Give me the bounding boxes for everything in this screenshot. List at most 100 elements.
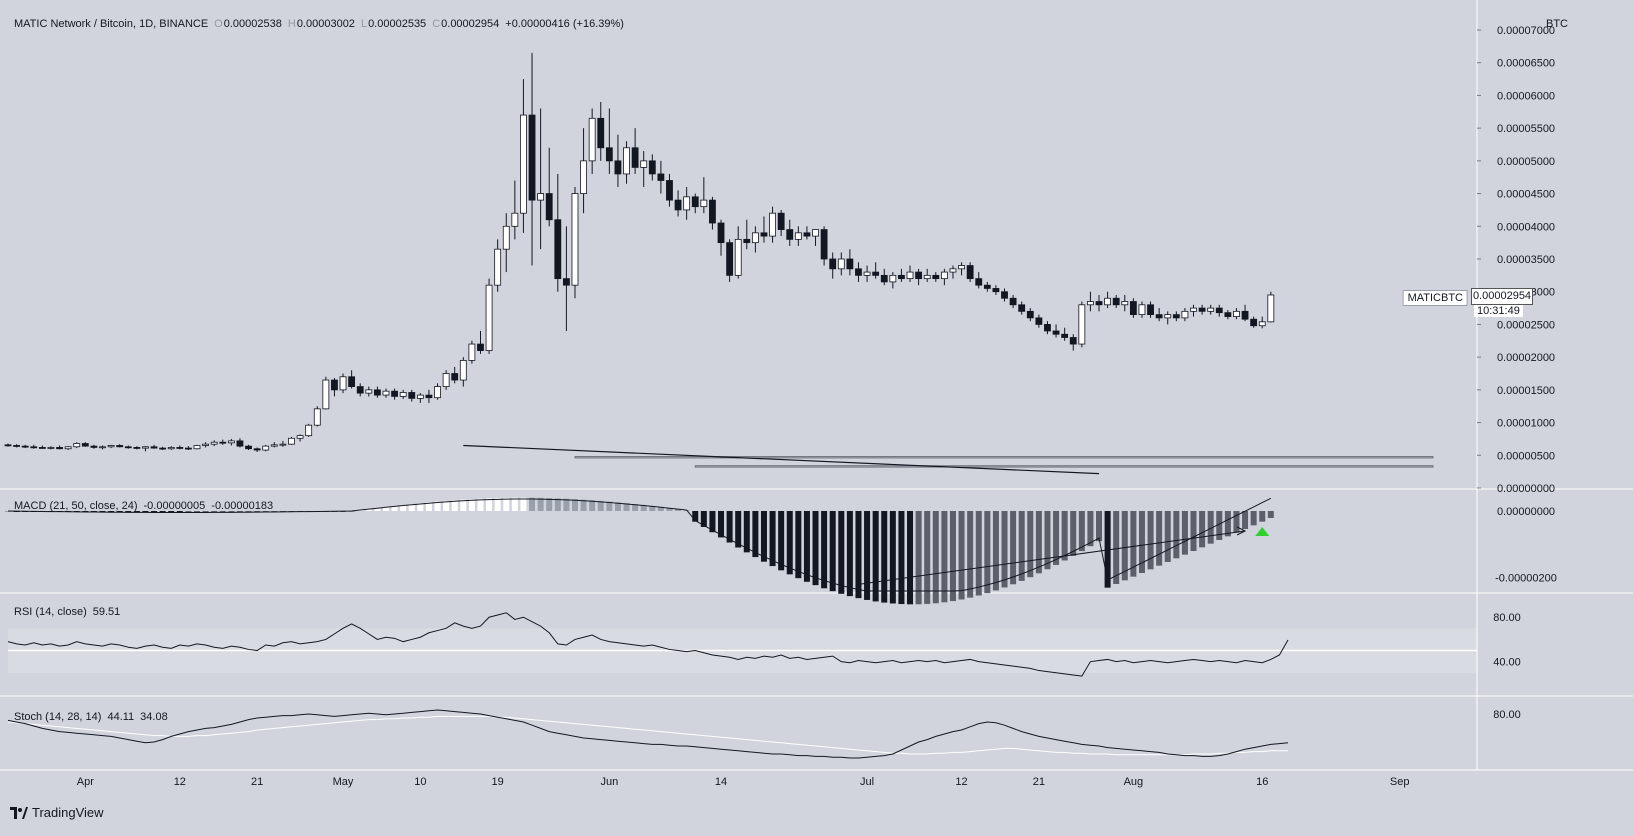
price-axis-label: 0.00001500: [1497, 385, 1555, 397]
macd-bar: [589, 500, 596, 511]
candle-down: [1250, 318, 1258, 327]
macd-bar: [1242, 511, 1249, 529]
macd-bar: [778, 511, 785, 571]
candle-down: [855, 268, 862, 276]
macd-bar: [838, 511, 845, 594]
candle-up: [64, 446, 72, 450]
stoch-title: Stoch (14, 28, 14): [14, 711, 102, 723]
macd-bar: [391, 505, 398, 511]
descending-trendline: [463, 444, 1100, 475]
candle-down: [760, 232, 768, 237]
candle-up: [296, 435, 304, 439]
candle-up: [1267, 294, 1275, 323]
candle-down: [124, 446, 132, 449]
macd-bar: [958, 511, 965, 600]
macd-bar: [1018, 511, 1025, 581]
candle-up: [1164, 314, 1172, 319]
macd-bar: [649, 505, 656, 511]
symbol-legend: MATIC Network / Bitcoin, 1D, BINANCE O0.…: [14, 18, 624, 30]
candle-down: [820, 229, 828, 260]
candle-up: [262, 445, 270, 451]
macd-bar: [408, 504, 415, 511]
macd-bar: [554, 498, 561, 511]
rsi-legend: RSI (14, close) 59.51: [14, 606, 120, 618]
macd-bar: [1001, 511, 1008, 588]
macd-bar: [1156, 511, 1163, 566]
candle-down: [1035, 317, 1043, 325]
macd-bar: [1138, 511, 1145, 573]
macd-bar: [640, 504, 647, 511]
candle-down: [1009, 297, 1017, 306]
macd-bar: [709, 511, 716, 533]
price-tag-symbol: MATICBTC: [1402, 290, 1468, 306]
candle-up: [485, 284, 493, 351]
macd-bar: [580, 499, 587, 511]
price-axis-label: 0.00002000: [1497, 352, 1555, 364]
candle-down: [528, 114, 536, 201]
candle-down: [726, 242, 734, 276]
candle-up: [623, 147, 630, 175]
candle-down: [1241, 310, 1249, 320]
macd-bar: [1233, 511, 1240, 533]
time-axis-label: 10: [414, 776, 426, 788]
candle-up: [940, 271, 948, 280]
macd-bar: [1250, 511, 1257, 526]
macd-bar: [657, 506, 664, 511]
stoch-k-line: [7, 709, 1289, 759]
macd-bar: [537, 497, 544, 511]
macd-bar: [803, 511, 810, 582]
macd-axis-label: -0.00000200: [1495, 573, 1557, 585]
macd-bar: [486, 498, 493, 511]
candle-up: [1207, 307, 1215, 312]
candle-down: [477, 343, 484, 351]
candle-up: [863, 271, 871, 276]
macd-bar: [477, 498, 484, 511]
candle-down: [253, 448, 261, 451]
macd-bar: [99, 511, 106, 513]
candle-up: [571, 193, 579, 286]
candle-down: [691, 196, 699, 208]
macd-bar: [924, 511, 931, 604]
candle-down: [932, 274, 940, 280]
macd-bar: [193, 511, 201, 513]
macd-bar: [597, 500, 604, 511]
macd-bar: [1078, 511, 1085, 552]
time-axis-label: 21: [251, 776, 263, 788]
macd-bar: [443, 500, 450, 511]
candle-down: [391, 390, 398, 397]
macd-bar: [365, 508, 372, 511]
macd-bar: [468, 499, 475, 511]
macd-bar: [829, 511, 836, 592]
price-axis-label: 0.00006500: [1497, 58, 1555, 70]
macd-bar: [1087, 511, 1094, 547]
candle-up: [1181, 310, 1189, 319]
macd-bar: [984, 511, 991, 594]
candle-up: [73, 443, 81, 448]
candle-up: [468, 343, 476, 361]
macd-bar: [151, 511, 158, 513]
price-axis-label: 0.00007000: [1497, 25, 1555, 37]
macd-bar: [1027, 511, 1034, 578]
macd-bar: [417, 503, 424, 511]
macd-bar: [546, 498, 553, 511]
macd-bar: [254, 511, 261, 513]
macd-bar: [1216, 511, 1223, 540]
candle-down: [1061, 333, 1069, 338]
candle-down: [1052, 330, 1060, 335]
candle-up: [442, 373, 450, 387]
stoch-legend: Stoch (14, 28, 14) 44.11 34.08: [14, 711, 168, 723]
candle-down: [966, 265, 974, 280]
candle-down: [21, 445, 29, 448]
macd-bar: [1061, 511, 1068, 561]
rsi-axis-label: 40.00: [1493, 657, 1521, 669]
rsi-axis-label: 80.00: [1493, 612, 1521, 624]
price-axis-label: 0.00000500: [1497, 450, 1555, 462]
candle-down: [219, 441, 227, 444]
brand-name: TradingView: [32, 805, 104, 820]
candle-up: [279, 443, 287, 446]
brand-footer[interactable]: TradingView: [10, 805, 104, 820]
candle-up: [1121, 301, 1129, 306]
price-axis-unit: BTC: [1546, 18, 1568, 30]
candle-up: [399, 392, 407, 397]
